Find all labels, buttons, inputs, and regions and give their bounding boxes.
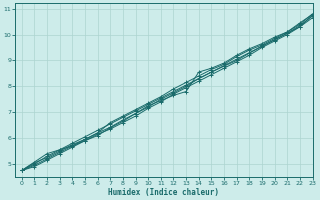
X-axis label: Humidex (Indice chaleur): Humidex (Indice chaleur) — [108, 188, 220, 197]
